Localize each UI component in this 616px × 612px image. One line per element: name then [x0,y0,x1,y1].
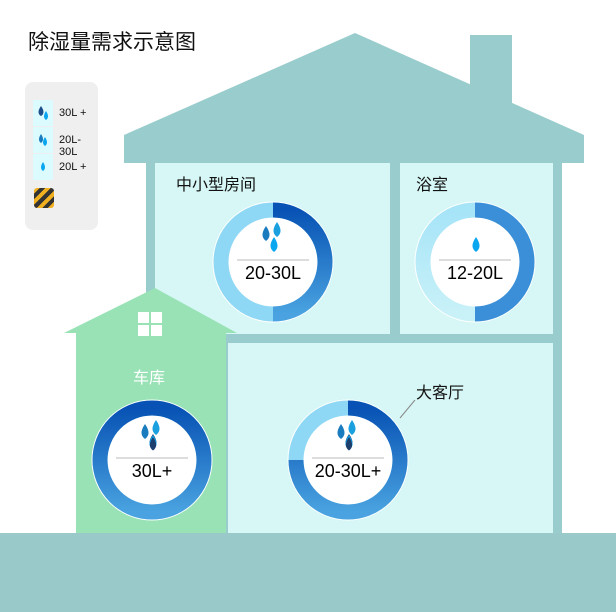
water-drop-icon [152,420,160,435]
legend-label: 30L + [59,107,87,119]
ring-fill [288,400,408,520]
legend: 30L + 20L-30L 20L + [25,82,98,230]
room-label-living: 大客厅 [416,385,465,402]
hazard-stripes-icon [34,188,54,208]
water-drop-icon [337,424,345,439]
room-label-small: 中小型房间 [176,177,257,194]
legend-label: 20L-30L [59,134,82,158]
roof [124,33,584,163]
room-label-garage: 车库 [133,370,166,387]
ring-fill [272,202,333,322]
water-drop-icon [149,437,157,451]
ring-background [287,399,409,521]
water-drop-icon [348,420,356,435]
ring-fill [92,400,212,520]
ring-background [212,201,334,323]
legend-label: 20L + [59,161,87,173]
room-value: 20-30L+ [314,461,382,481]
water-drop-icon [472,237,480,252]
room-label-bathroom: 浴室 [416,177,449,194]
ring-background [414,201,536,323]
room-value: 30L+ [131,461,173,481]
room-value: 20-30L [244,263,302,283]
page-title: 除湿量需求示意图 [28,31,196,54]
window-icon [138,312,162,336]
ring-background [91,399,213,521]
ground [0,533,616,612]
label-pointer [399,399,416,419]
water-drop-icon [141,424,149,439]
water-drop-icon [345,437,353,451]
two-drops-icon [33,127,53,153]
water-drop-icon [270,237,278,252]
three-drops-icon [33,100,53,126]
one-drop-icon [33,154,53,180]
water-drop-icon [273,222,281,237]
water-drop-icon [262,226,270,241]
ring-fill [474,202,535,322]
room-value: 12-20L [446,263,504,283]
